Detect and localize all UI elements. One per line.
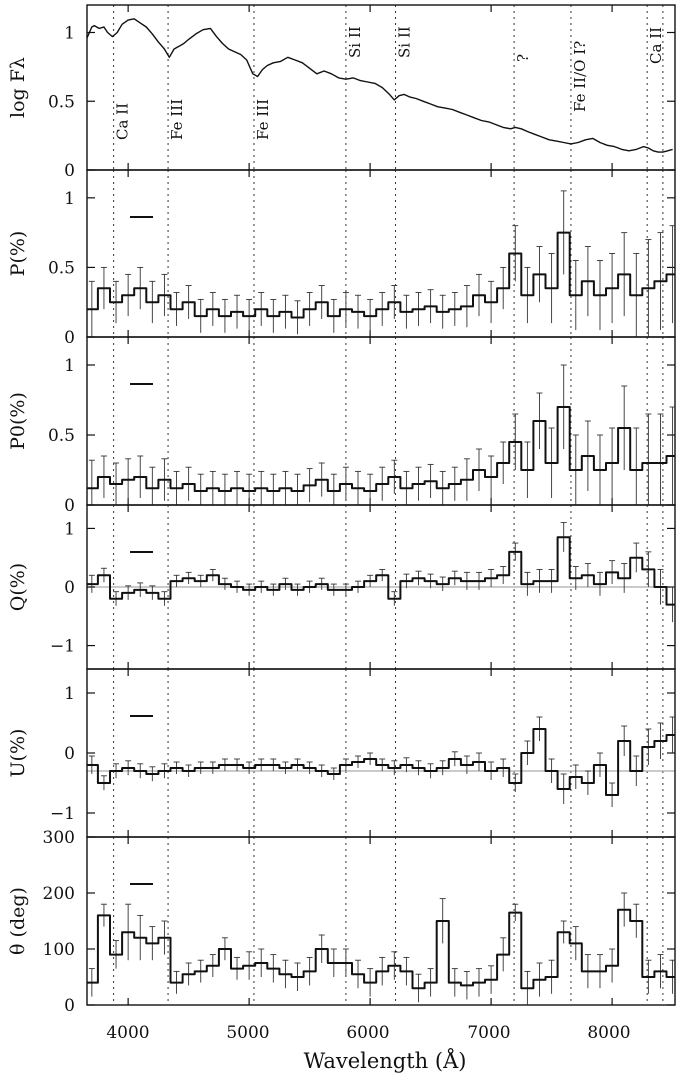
y-tick-label: 200 xyxy=(43,884,75,904)
x-tick-label: 4000 xyxy=(106,1023,149,1043)
y-axis-title: P0(%) xyxy=(7,392,29,450)
panel-theta: 0 100 200 300 θ (deg) xyxy=(7,828,676,1016)
x-tick-label: 7000 xyxy=(467,1023,510,1043)
series-line-P0 xyxy=(87,406,675,492)
y-axis-title: θ (deg) xyxy=(7,887,29,955)
x-axis-group: 4000 5000 6000 7000 8000 Wavelength (Å) xyxy=(106,1023,630,1073)
series-line-P xyxy=(87,231,675,319)
y-tick-label: 1 xyxy=(64,24,75,44)
y-tick-label: 0.5 xyxy=(48,426,75,446)
y-tick-label: 0 xyxy=(64,578,75,598)
y-tick-label: 1 xyxy=(64,189,75,209)
panel-Q: −1 0 1 Q(%) xyxy=(7,504,676,670)
chart-marks-layer: 0 0.5 1 log Fλ Ca II Fe III Fe III Si II Si II? F… xyxy=(7,4,676,1016)
y-tick-label: 0 xyxy=(64,328,75,348)
feature-label: Si II xyxy=(396,26,414,58)
feature-label: Si II xyxy=(346,26,364,58)
y-axis-title: U(%) xyxy=(7,729,29,778)
y-tick-label: 300 xyxy=(43,828,75,848)
y-tick-label: 0.5 xyxy=(48,92,75,112)
panel-frame xyxy=(86,668,676,838)
series-line-U xyxy=(87,728,675,796)
y-tick-label: 0 xyxy=(64,161,75,181)
y-tick-label: 1 xyxy=(64,519,75,539)
y-tick-label: −1 xyxy=(50,804,75,824)
feature-label: Fe II/O I? xyxy=(571,41,589,112)
feature-label: Fe III xyxy=(254,99,272,140)
panel-P: 0 0.5 1 P(%) xyxy=(7,169,676,348)
feature-label: Fe III xyxy=(168,99,186,140)
panel-P0: 0 0.5 1 P0(%) xyxy=(7,336,676,516)
y-tick-label: 0 xyxy=(64,744,75,764)
panel-frame xyxy=(86,169,676,338)
y-axis-title: log Fλ xyxy=(7,57,29,118)
series-line-theta xyxy=(87,908,675,990)
x-axis-title: Wavelength (Å) xyxy=(304,1048,467,1073)
series-line-Q xyxy=(87,536,675,606)
x-tick-label: 6000 xyxy=(346,1023,389,1043)
y-tick-label: 1 xyxy=(64,684,75,704)
panel-flux: 0 0.5 1 log Fλ Ca II Fe III Fe III Si II Si II? F… xyxy=(7,4,676,181)
feature-label: Ca II xyxy=(114,103,132,140)
x-tick-label: 8000 xyxy=(587,1023,630,1043)
panel-U: −1 0 1 U(%) xyxy=(7,668,676,838)
y-axis-title: P(%) xyxy=(7,231,29,277)
y-tick-label: 0 xyxy=(64,996,75,1016)
feature-label: ? xyxy=(514,54,532,62)
y-tick-label: −1 xyxy=(50,637,75,657)
feature-label: Ca II xyxy=(647,27,665,64)
x-tick-label: 5000 xyxy=(226,1023,269,1043)
y-tick-label: 0.5 xyxy=(48,258,75,278)
y-tick-label: 100 xyxy=(43,940,75,960)
y-tick-label: 1 xyxy=(64,356,75,376)
y-tick-label: 0 xyxy=(64,496,75,516)
series-line-flux xyxy=(86,18,673,153)
panel-frame xyxy=(86,836,676,1006)
y-axis-title: Q(%) xyxy=(7,563,29,611)
